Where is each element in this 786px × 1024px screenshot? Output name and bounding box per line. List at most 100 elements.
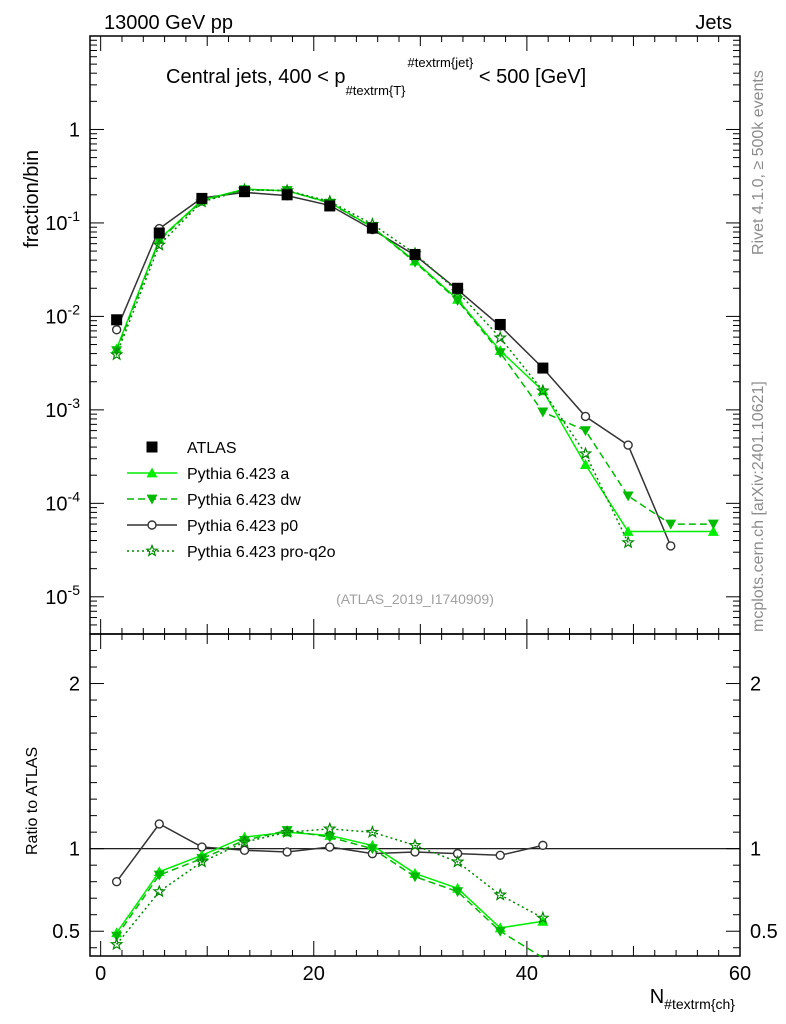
ratio-y-tick-label-right: 2 — [750, 674, 761, 696]
ratio-y-axis-label: Ratio to ATLAS — [24, 747, 41, 855]
point-dw — [409, 257, 421, 268]
point-dw — [622, 491, 634, 502]
series-data — [111, 186, 549, 374]
ratio-axes: 0 20 40 60 2 2 1 1 0.5 0.5 — [52, 634, 778, 985]
ratio-point-proq2o — [535, 910, 550, 924]
ratio-point-dw — [239, 836, 251, 846]
point-data — [452, 282, 464, 294]
ratio-point-dw — [153, 870, 165, 881]
legend-marker — [146, 467, 158, 478]
legend-label: Pythia 6.423 dw — [187, 492, 301, 509]
ratio-point-proq2o — [365, 824, 380, 838]
y-tick-label: 10-5 — [45, 582, 80, 609]
source-label: mcplots.cern.ch [arXiv:2401.10621] — [750, 381, 767, 632]
ratio-point-p0 — [282, 847, 292, 857]
point-p0 — [623, 440, 633, 450]
energy-label: 13000 GeV pp — [104, 12, 233, 34]
ratio-point-dw — [281, 826, 293, 837]
point-proq2o — [152, 237, 167, 251]
ratio-point-dw — [409, 872, 421, 883]
ratio-point-dw — [196, 854, 208, 865]
point-proq2o — [535, 383, 550, 397]
point-dw — [707, 519, 719, 530]
ratio-point-proq2o — [280, 824, 295, 838]
point-data — [324, 200, 336, 212]
legend: ATLAS Pythia 6.423 a Pythia 6.423 dw Pythia… — [127, 440, 336, 561]
legend-marker — [145, 543, 159, 557]
point-data — [494, 318, 506, 330]
ratio-point-p0 — [325, 842, 335, 852]
point-dw — [494, 348, 506, 359]
point-data — [153, 227, 165, 239]
legend-marker — [146, 441, 158, 453]
legend-label: Pythia 6.423 a — [187, 466, 289, 483]
rivet-version-label: Rivet 4.1.0, ≥ 500k events — [750, 70, 767, 255]
point-dw — [665, 519, 677, 530]
point-data — [239, 186, 251, 198]
x-axis-label: N#textrm{ch} — [650, 986, 736, 1012]
ratio-y-tick-label-right: 1 — [750, 839, 761, 861]
ratio-point-p0 — [495, 850, 505, 860]
ratio-point-dw — [366, 844, 378, 855]
ratio-y-tick-label: 1 — [69, 839, 80, 861]
x-tick-label: 40 — [516, 963, 538, 985]
ratio-point-proq2o — [408, 838, 422, 852]
ratio-point-dw — [494, 926, 506, 937]
main-y-axis-label: fraction/bin — [21, 150, 43, 248]
legend-marker — [146, 494, 158, 505]
point-data — [409, 248, 421, 260]
ratio-panel-frame — [89, 633, 741, 957]
ratio-point-proq2o — [109, 937, 124, 951]
ratio-series-proq2o — [109, 821, 550, 951]
ratio-y-tick-label: 2 — [69, 674, 80, 696]
y-tick-label: 10-3 — [45, 395, 80, 422]
ratio-point-dw — [111, 931, 123, 942]
legend-item-dw: Pythia 6.423 dw — [127, 492, 301, 509]
ratio-point-dw — [324, 832, 336, 843]
ratio-point-p0 — [154, 819, 164, 829]
ratio-point-p0 — [538, 840, 548, 851]
watermark: (ATLAS_2019_I1740909) — [336, 591, 494, 607]
point-dw — [537, 407, 549, 418]
ratio-point-proq2o — [152, 884, 167, 898]
series-line-a — [115, 188, 714, 533]
ratio-y-tick-label-right: 0.5 — [750, 921, 778, 943]
y-tick-label: 10-2 — [45, 301, 80, 328]
point-a — [622, 525, 634, 536]
legend-marker — [147, 520, 157, 530]
y-tick-label: 1 — [69, 119, 80, 141]
legend-item-p0: Pythia 6.423 p0 — [127, 518, 298, 535]
point-proq2o — [621, 535, 635, 549]
point-dw — [452, 296, 464, 306]
legend-item-data: ATLAS — [146, 440, 237, 457]
point-data — [111, 314, 123, 326]
point-proq2o — [578, 446, 593, 460]
point-dw — [579, 426, 591, 437]
ratio-series-layer — [109, 819, 550, 959]
legend-label: Pythia 6.423 pro-q2o — [187, 544, 336, 561]
point-proq2o — [109, 347, 124, 361]
point-a — [579, 459, 591, 469]
main-axes: 1 10-1 10-2 10-3 10-4 10-5 — [45, 35, 741, 635]
x-tick-label: 0 — [95, 963, 106, 985]
point-p0 — [666, 541, 676, 551]
ratio-point-proq2o — [195, 854, 209, 868]
ratio-point-proq2o — [450, 854, 465, 868]
point-data — [281, 189, 293, 201]
point-data — [196, 192, 208, 204]
point-data — [366, 222, 378, 234]
legend-label: Pythia 6.423 p0 — [187, 518, 298, 535]
point-a — [707, 525, 719, 536]
x-tick-label: 20 — [303, 963, 325, 985]
y-tick-label: 10-1 — [45, 208, 80, 235]
series-line-p0 — [115, 191, 672, 547]
point-p0 — [111, 325, 122, 335]
x-tick-label: 60 — [729, 963, 751, 985]
main-series-layer — [109, 182, 719, 551]
ratio-point-proq2o — [493, 887, 508, 901]
point-p0 — [580, 411, 591, 422]
legend-item-proq2o: Pythia 6.423 pro-q2o — [127, 543, 336, 561]
legend-label: ATLAS — [187, 440, 237, 457]
plot-title: Central jets, 400 < p#textrm{T}#textrm{j… — [166, 55, 586, 98]
